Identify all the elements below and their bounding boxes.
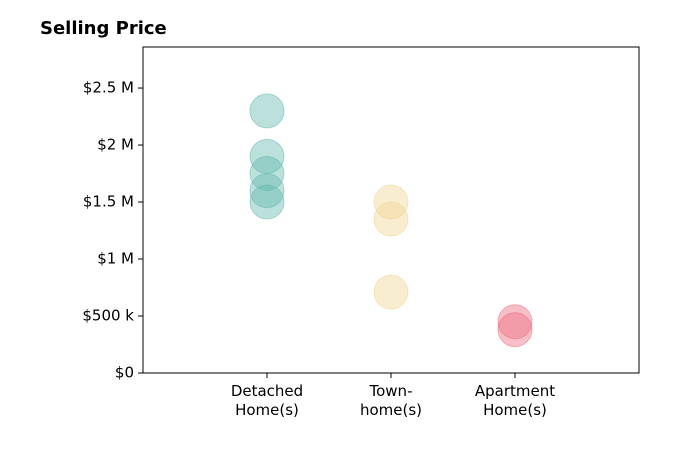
y-tick-label: $1 M: [97, 250, 134, 268]
y-tick-label: $2.5 M: [83, 79, 134, 97]
point: [249, 173, 285, 209]
chart-title: Selling Price: [40, 18, 167, 39]
point: [249, 184, 285, 220]
point: [249, 93, 285, 129]
y-tick-label: $2 M: [97, 136, 134, 154]
point: [497, 304, 533, 340]
y-tick-label: $0: [115, 364, 134, 382]
y-tick-label: $500 k: [82, 307, 134, 325]
x-tick-label: Town- home(s): [359, 382, 423, 419]
point: [373, 274, 409, 310]
x-tick-label: Detached Home(s): [230, 382, 304, 419]
x-tick-label: Apartment Home(s): [474, 382, 556, 419]
point: [497, 312, 533, 348]
y-tick-label: $1.5 M: [83, 193, 134, 211]
point: [373, 201, 409, 237]
